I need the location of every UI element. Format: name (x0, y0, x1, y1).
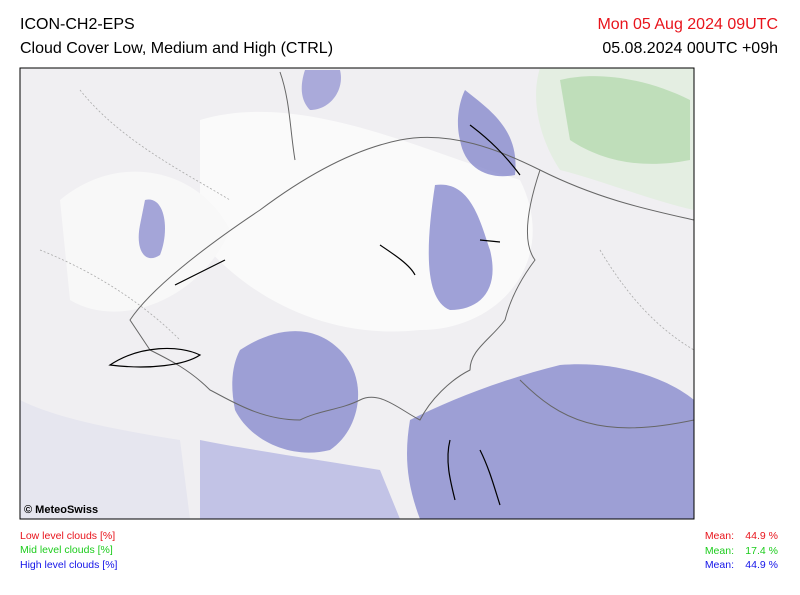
legend: Low level clouds [%] Mid level clouds [%… (20, 530, 778, 571)
high-cloud-area (407, 364, 694, 519)
lakes (108, 124, 521, 506)
mean-label: Mean: (705, 559, 734, 571)
valid-time: Mon 05 Aug 2024 09UTC (597, 16, 778, 33)
mean-label: Mean: (705, 530, 734, 542)
high-cloud-area (457, 90, 516, 177)
mean-value: 17.4 % (745, 545, 778, 557)
high-cloud-area (301, 70, 341, 110)
high-cloud-area (232, 331, 359, 453)
run-time: 05.08.2024 00UTC +09h (602, 40, 778, 57)
legend-label: Mid level clouds [%] (20, 544, 113, 556)
mean-value: 44.9 % (745, 559, 778, 571)
map-frame (19, 67, 695, 520)
legend-label: Low level clouds [%] (20, 530, 115, 542)
model-name: ICON-CH2-EPS (20, 16, 135, 33)
high-cloud-area (138, 199, 165, 259)
mid-cloud-area (560, 76, 690, 164)
borders (129, 71, 694, 429)
mean-value: 44.9 % (745, 530, 778, 542)
legend-label: High level clouds [%] (20, 559, 118, 571)
high-cloud-area (428, 184, 493, 310)
cloud-area (20, 400, 190, 519)
chart-title: Cloud Cover Low, Medium and High (CTRL) (20, 40, 333, 57)
map: © MeteoSwiss (19, 67, 695, 520)
credit: © MeteoSwiss (24, 504, 98, 516)
high-cloud-area (200, 440, 400, 519)
regions (39, 89, 694, 351)
mean-label: Mean: (705, 545, 734, 557)
